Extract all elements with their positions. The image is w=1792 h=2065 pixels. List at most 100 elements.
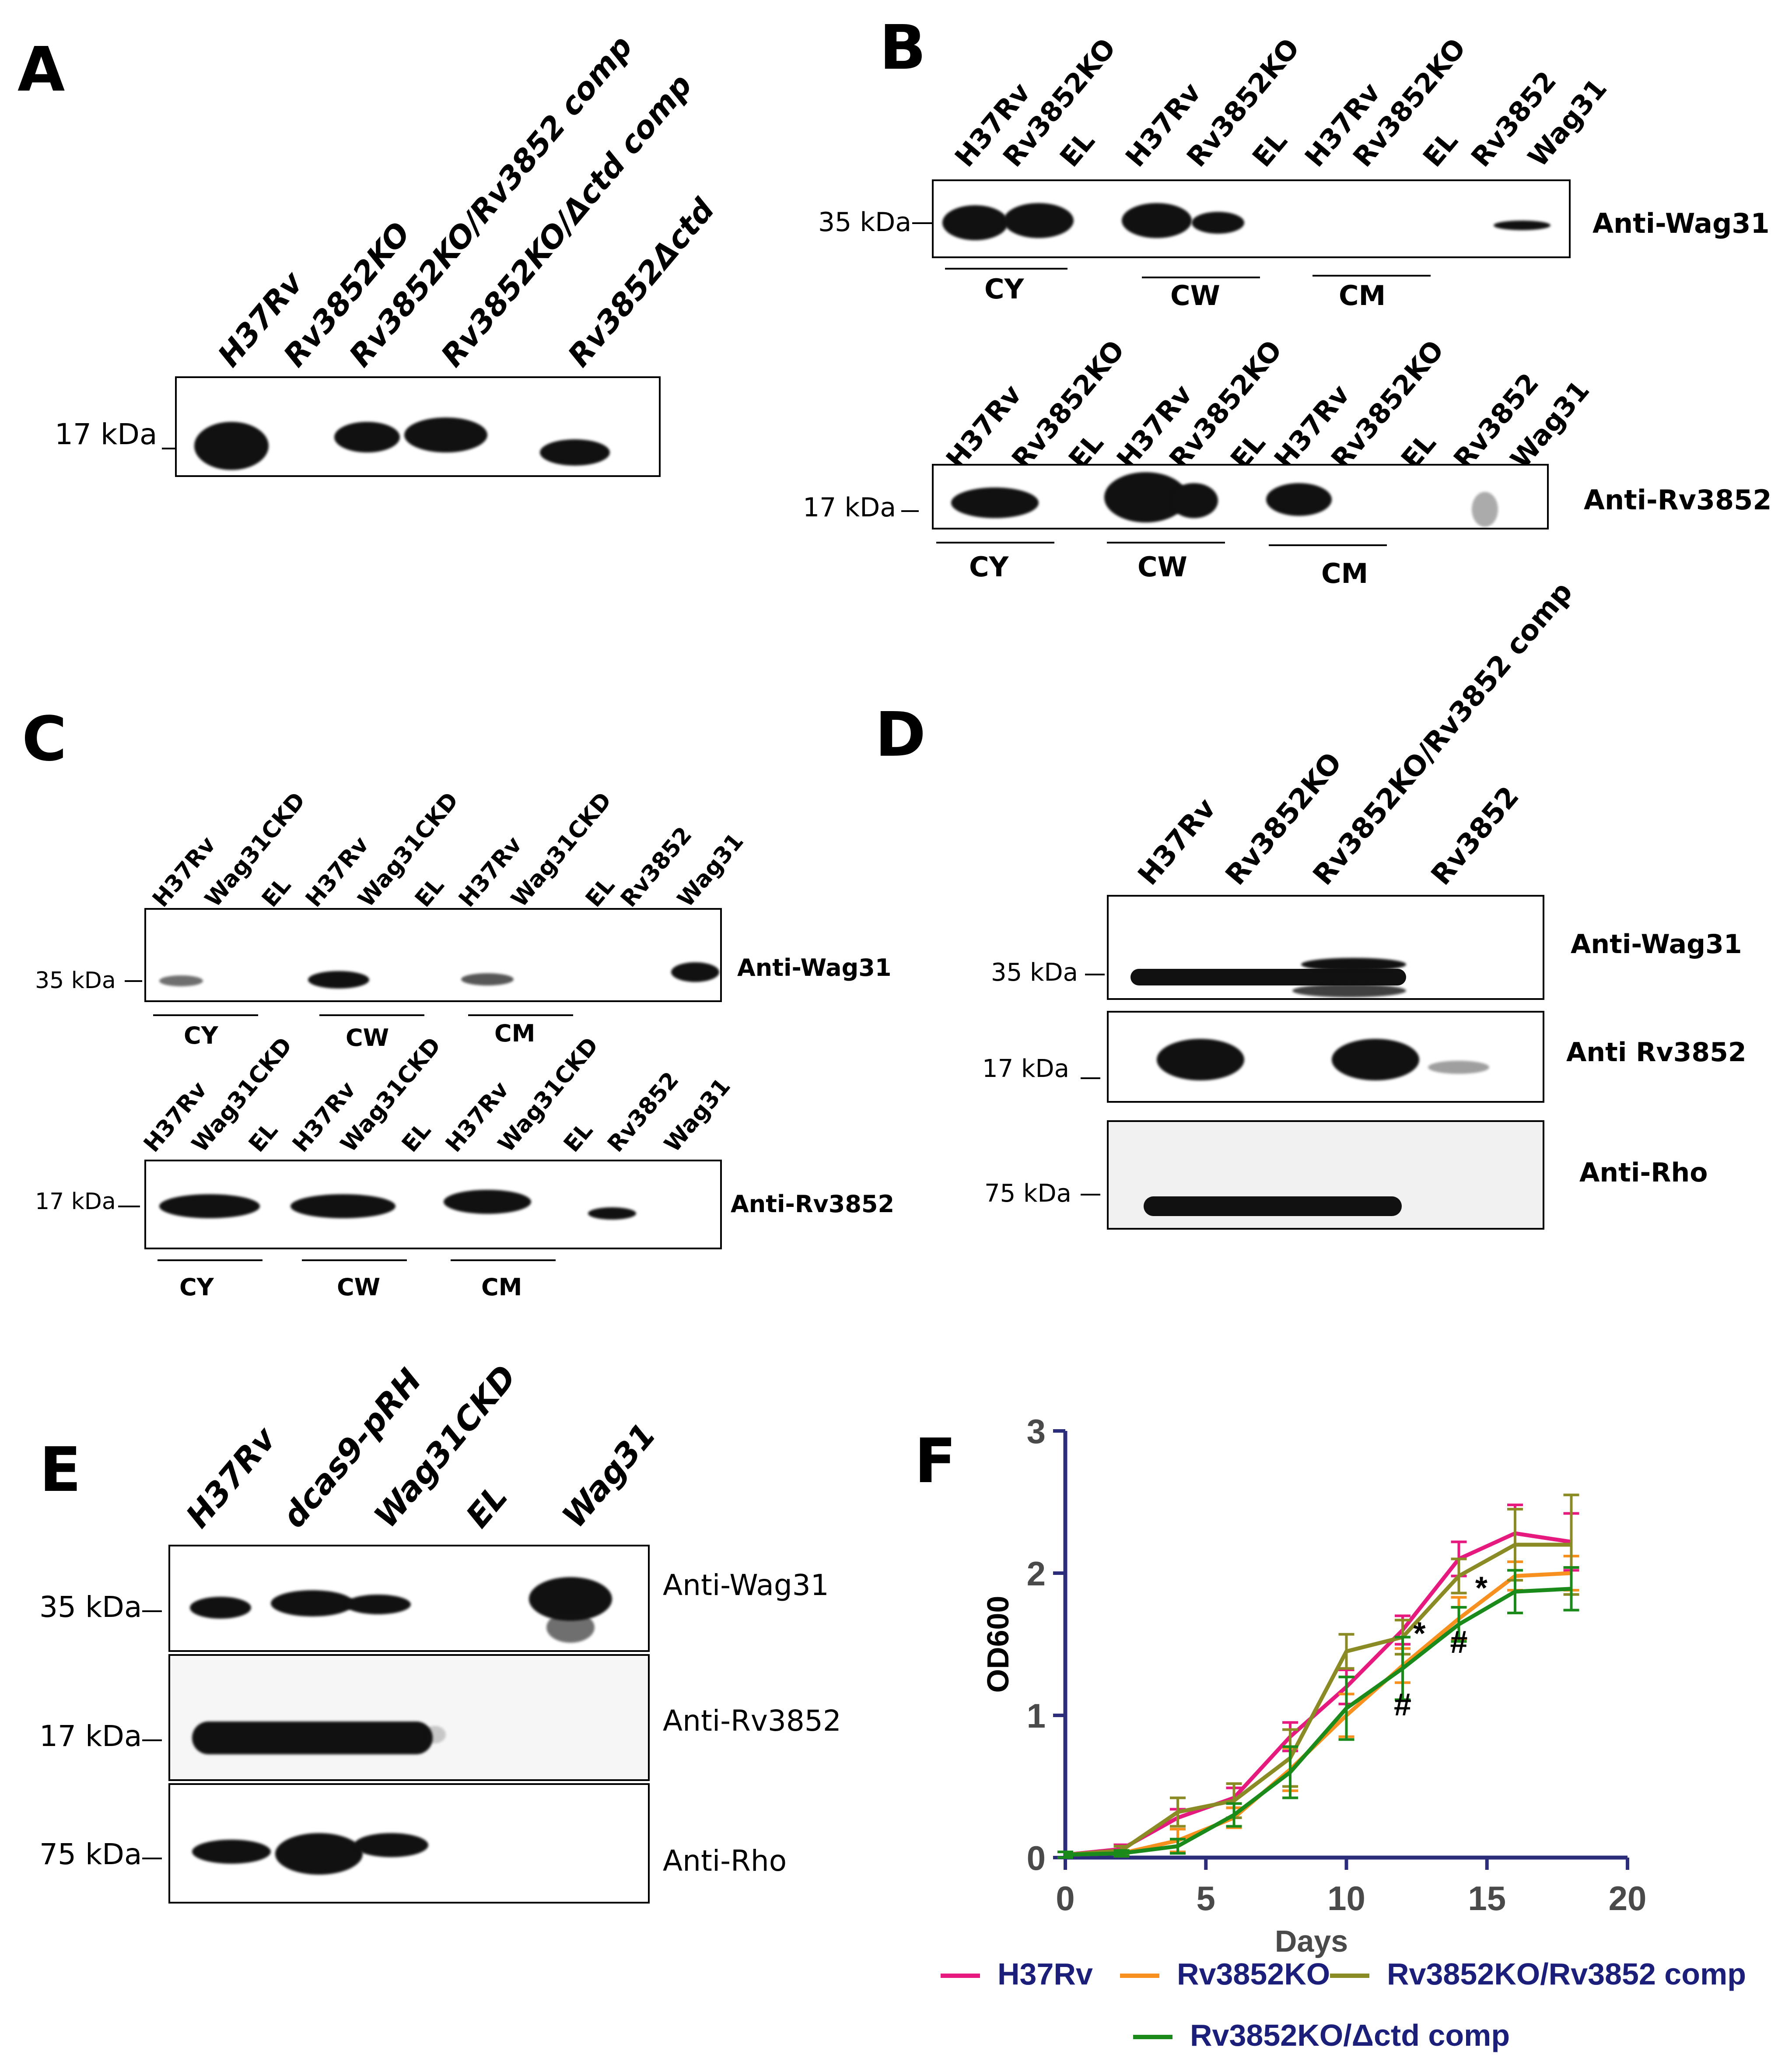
panel-d-antibody-rv3852: Anti Rv3852: [1566, 1037, 1746, 1068]
panel-e-marker-17: 17 kDa: [39, 1719, 142, 1753]
band: [1004, 203, 1074, 238]
x-tick-label: 15: [1468, 1879, 1506, 1918]
marker-tick: [1085, 974, 1105, 975]
panel-c-lane-label: EL: [410, 872, 450, 912]
fraction-line: [158, 1259, 262, 1261]
y-tick-label: 3: [1027, 1412, 1046, 1451]
band: [308, 971, 369, 989]
series-line: [1065, 1587, 1572, 1857]
panel-e-lane-label: Wag31: [555, 1416, 664, 1535]
panel-d-blot-wag31: [1107, 895, 1544, 1000]
marker-tick: [118, 1206, 140, 1207]
legend-label: H37Rv: [998, 1957, 1093, 1991]
fraction-line: [1107, 542, 1225, 543]
band: [1266, 483, 1332, 516]
fraction-line: [451, 1259, 556, 1261]
band: [159, 1194, 260, 1218]
band: [1130, 969, 1406, 985]
panel-d-blot-rv3852: [1107, 1011, 1544, 1103]
panel-b-lane-label: EL: [1246, 125, 1294, 173]
panel-a-letter: A: [18, 34, 65, 105]
panel-c-blot-wag31: [144, 908, 722, 1002]
band: [334, 422, 400, 452]
band: [192, 1721, 433, 1754]
band: [546, 1612, 595, 1643]
band: [159, 975, 203, 986]
fraction-line: [936, 542, 1054, 543]
band: [1292, 984, 1406, 997]
panel-d-marker-75: 75 kDa: [984, 1179, 1071, 1208]
band: [942, 205, 1008, 240]
significance-annotation: *: [1475, 1571, 1488, 1606]
fraction-line: [1312, 275, 1431, 277]
panel-d-blot-rho: [1107, 1120, 1544, 1230]
legend-label: Rv3852KO/Rv3852 comp: [1387, 1957, 1746, 1991]
fraction-line: [1142, 277, 1260, 278]
band: [1301, 958, 1406, 971]
series-line: [1065, 1531, 1572, 1857]
panel-c-fraction-cy: CY: [184, 1022, 218, 1049]
marker-tick: [912, 222, 932, 224]
band: [354, 1833, 428, 1857]
band: [588, 1207, 636, 1220]
panel-b-fraction-cy: CY: [984, 273, 1024, 305]
significance-annotation: *: [1414, 1616, 1426, 1651]
panel-c-lane-label: EL: [244, 1117, 284, 1157]
panel-b-fraction-cm: CM: [1321, 557, 1368, 589]
panel-d-letter: D: [875, 699, 926, 771]
panel-e-antibody-wag31: Anti-Wag31: [663, 1568, 829, 1602]
marker-tick: [162, 448, 175, 449]
x-tick-label: 5: [1197, 1879, 1215, 1918]
panel-b-blot-wag31: [932, 179, 1571, 258]
band: [271, 1590, 354, 1616]
panel-e-marker-75: 75 kDa: [39, 1837, 142, 1871]
band: [461, 973, 514, 985]
panel-d-lane-label: Rv3852: [1425, 780, 1526, 892]
panel-c-fraction-cm: CM: [494, 1020, 536, 1047]
marker-tick: [142, 1739, 162, 1741]
y-tick-label: 2: [1027, 1554, 1046, 1593]
panel-c-antibody-wag31: Anti-Wag31: [737, 954, 892, 982]
panel-d-marker-17: 17 kDa: [982, 1055, 1069, 1083]
x-tick-label: 10: [1327, 1879, 1365, 1918]
panel-d-antibody-wag31: Anti-Wag31: [1571, 929, 1742, 960]
series-H37Rv: [1057, 1504, 1579, 1859]
y-tick-label: 0: [1027, 1839, 1046, 1877]
panel-e-letter: E: [39, 1434, 81, 1506]
panel-c-blot-rv3852: [144, 1160, 722, 1249]
panel-c-fraction-cy: CY: [179, 1273, 214, 1301]
panel-b-antibody-rv3852: Anti-Rv3852: [1584, 484, 1772, 516]
panel-c-lane-label: EL: [397, 1117, 437, 1157]
band: [190, 1597, 251, 1619]
panel-d-antibody-rho: Anti-Rho: [1579, 1157, 1708, 1188]
series-Rv3852KO/Δctd comp: [1057, 1566, 1579, 1859]
x-tick-label: 20: [1609, 1879, 1647, 1918]
y-tick-label: 1: [1027, 1697, 1046, 1735]
panel-e-antibody-rv3852: Anti-Rv3852: [663, 1704, 841, 1738]
panel-b-fraction-cm: CM: [1339, 280, 1386, 312]
marker-tick: [142, 1858, 162, 1859]
panel-a-blot: [175, 376, 661, 477]
band: [192, 1840, 271, 1864]
band: [444, 1190, 531, 1214]
panel-b-marker-35: 35 kDa: [818, 207, 912, 238]
panel-d-marker-35: 35 kDa: [991, 958, 1078, 987]
panel-b-lane-label: EL: [1053, 125, 1101, 173]
band: [1332, 1039, 1419, 1080]
band: [275, 1833, 363, 1875]
marker-tick: [1081, 1194, 1100, 1196]
panel-b-letter: B: [879, 12, 926, 84]
panel-b-fraction-cw: CW: [1138, 551, 1187, 583]
panel-c-lane-label: EL: [581, 872, 620, 912]
panel-c-fraction-cw: CW: [337, 1273, 381, 1301]
panel-c-lane-label: EL: [257, 872, 297, 912]
panel-b-marker-17: 17 kDa: [803, 492, 896, 523]
fraction-line: [945, 268, 1068, 270]
fraction-line: [468, 1014, 573, 1016]
series-Rv3852KO: [1057, 1555, 1579, 1859]
panel-b-blot-rv3852: [932, 464, 1549, 529]
band: [1122, 203, 1192, 238]
panel-c-fraction-cm: CM: [481, 1273, 522, 1301]
fraction-line: [319, 1014, 424, 1016]
band: [404, 417, 487, 452]
